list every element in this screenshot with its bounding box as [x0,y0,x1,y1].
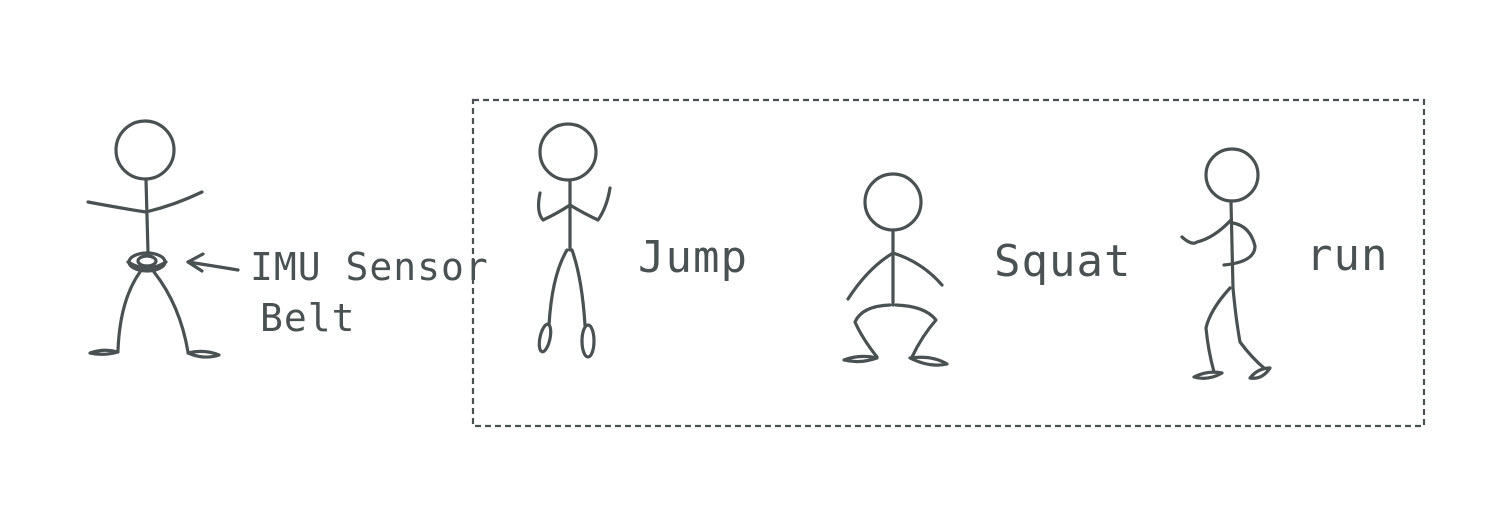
run-back-arm [1180,218,1233,245]
run-label: run [1306,230,1388,281]
jump-head [538,122,598,182]
figure-head [114,119,176,181]
sensor-belt-icon [126,251,168,273]
run-front-arm [1222,221,1257,267]
jump-figure [536,122,612,359]
figure-left-foot [88,348,120,356]
run-front-foot [1248,366,1272,380]
jump-left-foot [537,322,553,354]
run-back-leg [1204,286,1232,374]
squat-left-leg [853,303,892,359]
figure-torso [144,178,150,254]
figure-right-foot [186,349,221,359]
run-torso [1229,200,1235,290]
jump-right-leg [570,248,587,327]
squat-arms [846,251,944,301]
squat-right-foot [908,355,949,367]
sensor-label-line1: IMU Sensor [250,245,489,289]
jump-left-leg [547,248,569,327]
squat-head [863,172,923,232]
jump-arms [536,186,612,222]
sensor-label-line2: Belt [260,296,356,340]
squat-right-leg [894,303,938,359]
figure-arms [86,190,204,214]
run-front-leg [1231,286,1266,370]
squat-label: Squat [994,236,1131,287]
jump-right-foot [580,323,596,359]
arrow-icon [186,252,240,273]
run-back-foot [1192,370,1224,380]
squat-left-foot [842,354,879,364]
figure-left-leg [116,270,142,352]
figure-right-leg [152,270,190,354]
run-head [1204,147,1260,203]
sensor-belt-figure [86,119,221,359]
squat-figure [842,172,949,367]
jump-label: Jump [638,232,748,283]
activity-group-box [471,98,1426,428]
run-figure [1180,147,1272,380]
